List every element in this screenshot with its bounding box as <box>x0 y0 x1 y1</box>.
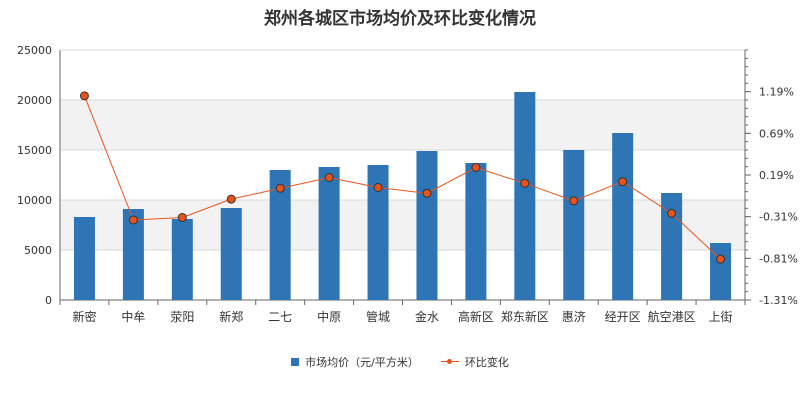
bar-管城 <box>367 165 389 300</box>
x-tick-label: 惠济 <box>562 309 586 324</box>
left-tick-label: 5000 <box>24 244 52 257</box>
x-tick-label: 新密 <box>72 309 96 324</box>
line-point-高新区 <box>471 163 481 172</box>
x-tick-label: 新郑 <box>219 309 243 324</box>
bar-中原 <box>318 167 340 300</box>
line-point-荥阳 <box>177 213 187 222</box>
line-point-郑东新区 <box>520 178 530 188</box>
line-point-航空港区 <box>667 208 677 218</box>
legend: 市场均价（元/平方米） 环比变化 <box>0 354 800 370</box>
right-tick-label: 0.19% <box>759 169 794 182</box>
bar-荥阳 <box>171 219 193 300</box>
line-point-经开区 <box>618 177 628 187</box>
line-point-管城 <box>373 183 383 192</box>
grid-band <box>60 100 745 150</box>
bar-郑东新区 <box>514 92 536 300</box>
x-tick-label: 金水 <box>415 309 439 324</box>
legend-bar-swatch <box>291 358 300 366</box>
line-point-中牟 <box>128 215 138 225</box>
line-series <box>83 95 721 260</box>
x-tick-label: 郑东新区 <box>501 309 549 324</box>
x-tick-label: 中牟 <box>121 309 145 324</box>
grid-band <box>60 200 745 250</box>
x-tick-label: 经开区 <box>605 310 641 324</box>
line-point-新密 <box>79 91 89 101</box>
left-tick-label: 10000 <box>17 194 52 207</box>
x-tick-label: 荥阳 <box>170 310 194 324</box>
right-tick-label: -1.31% <box>759 294 798 307</box>
left-tick-label: 25000 <box>17 44 52 57</box>
chart-title: 郑州各城区市场均价及环比变化情况 <box>264 9 536 29</box>
bar-经开区 <box>612 133 634 300</box>
bar-新密 <box>73 217 95 300</box>
x-tick-label: 二七 <box>268 310 292 324</box>
right-tick-label: 0.69% <box>759 127 794 140</box>
x-tick-label: 上街 <box>709 310 733 324</box>
right-tick-label: -0.81% <box>759 252 798 265</box>
x-tick-label: 航空港区 <box>648 309 696 324</box>
line-point-金水 <box>422 188 432 198</box>
right-tick-label: -0.31% <box>759 211 798 224</box>
bar-二七 <box>269 170 291 300</box>
line-point-中原 <box>324 173 334 182</box>
legend-item-line[interactable]: 环比变化 <box>440 354 509 370</box>
left-tick-label: 15000 <box>17 144 52 157</box>
line-point-二七 <box>275 183 285 193</box>
bar-中牟 <box>122 209 144 300</box>
line-point-新郑 <box>226 194 236 204</box>
x-tick-label: 高新区 <box>458 309 494 324</box>
line-point-惠济 <box>569 196 579 206</box>
left-tick-label: 0 <box>45 294 52 307</box>
x-tick-label: 中原 <box>317 309 341 324</box>
bar-上街 <box>710 243 732 300</box>
legend-line-swatch <box>440 358 459 366</box>
line-point-上街 <box>716 254 726 264</box>
bar-航空港区 <box>661 193 683 300</box>
legend-item-bar[interactable]: 市场均价（元/平方米） <box>291 354 419 370</box>
right-tick-label: 1.19% <box>759 86 794 99</box>
bar-金水 <box>416 151 438 300</box>
x-tick-label: 管城 <box>366 309 390 324</box>
left-tick-label: 20000 <box>17 94 52 107</box>
legend-bar-label: 市场均价（元/平方米） <box>305 356 419 369</box>
legend-line-label: 环比变化 <box>464 356 509 369</box>
bar-惠济 <box>563 150 585 300</box>
bar-高新区 <box>465 163 487 300</box>
bar-新郑 <box>220 208 242 300</box>
